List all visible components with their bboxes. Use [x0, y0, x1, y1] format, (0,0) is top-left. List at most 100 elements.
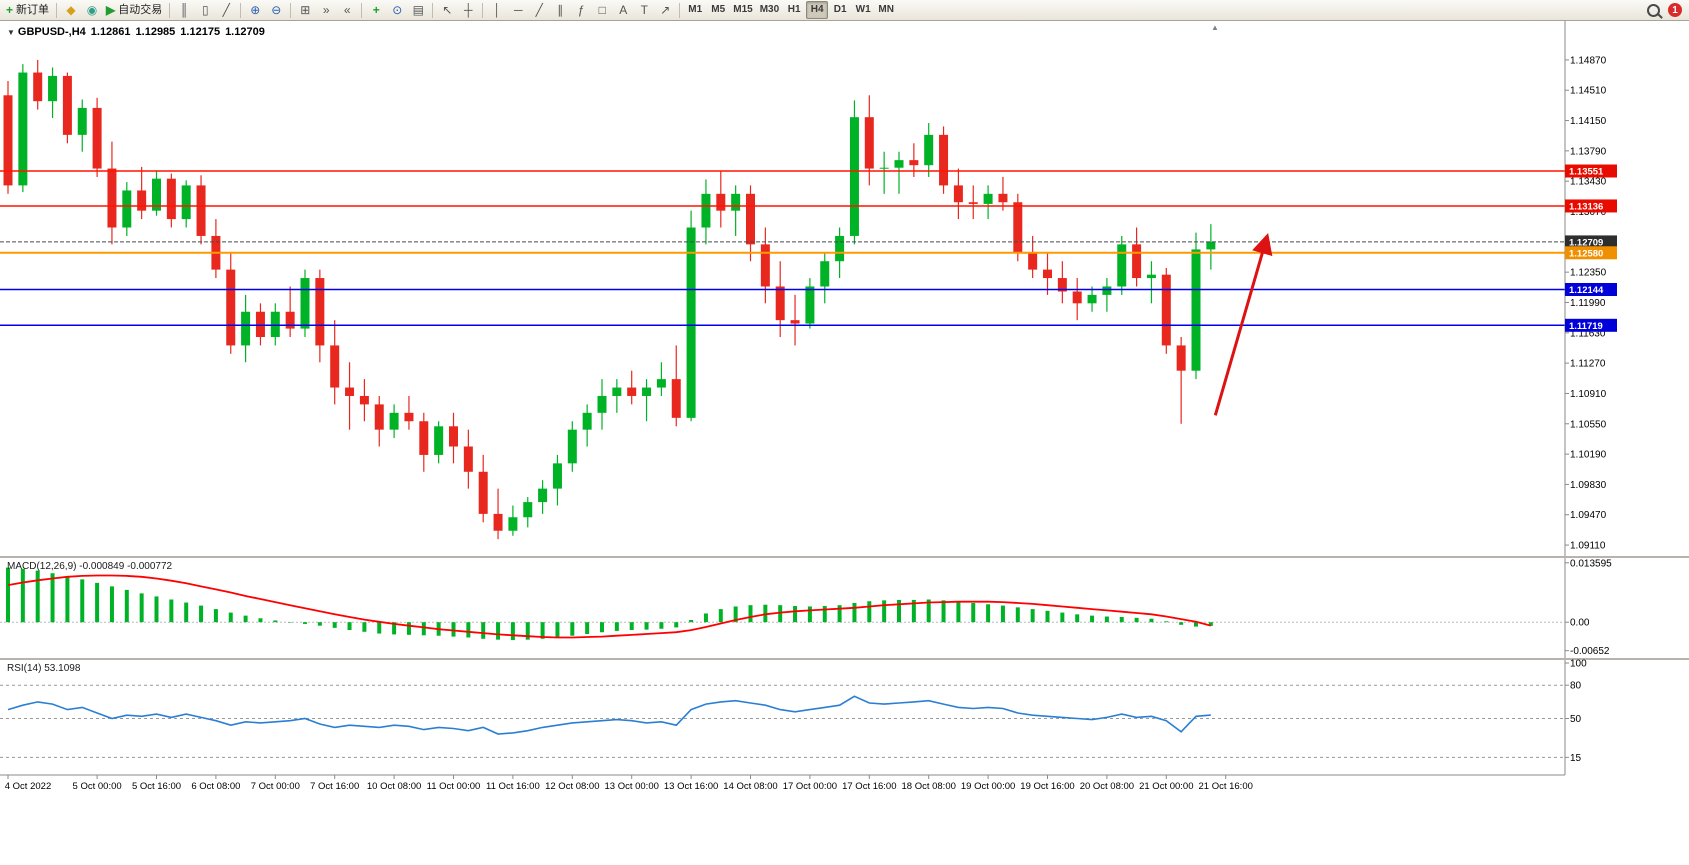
tile-windows-button[interactable]: ⊞ [295, 1, 315, 19]
periods-icon: ⊙ [392, 3, 403, 17]
chart-canvas[interactable]: 1.14870 1.14510 1.14150 1.13790 1.13430 1.130… [0, 20, 1689, 860]
candle [760, 244, 770, 287]
zoom-in-button[interactable]: ⊕ [245, 1, 265, 19]
auto-scroll-button[interactable]: » [316, 1, 336, 19]
svg-text:11 Oct 16:00: 11 Oct 16:00 [486, 781, 540, 792]
text-button[interactable]: A [613, 1, 633, 19]
candle [1102, 286, 1112, 295]
chart-shift-marker[interactable]: ▲ [1211, 23, 1219, 32]
svg-text:5 Oct 16:00: 5 Oct 16:00 [132, 781, 181, 792]
indicators-button[interactable]: + [366, 1, 386, 19]
candle [1206, 241, 1216, 250]
candle [478, 471, 488, 514]
cursor-icon: ↖ [442, 3, 453, 17]
candle [1072, 291, 1082, 304]
chart-menu-dropdown-icon[interactable]: ▼ [7, 28, 15, 37]
line-chart-button[interactable]: ╱ [216, 1, 236, 19]
horizontal-line-button[interactable]: ─ [508, 1, 528, 19]
timeframe-d1-button[interactable]: D1 [829, 1, 851, 19]
horizontal-line-icon: ─ [513, 3, 523, 17]
svg-text:1.13790: 1.13790 [1570, 146, 1607, 157]
candle [300, 278, 310, 329]
timeframe-w1-button[interactable]: W1 [852, 1, 874, 19]
svg-text:1.12580: 1.12580 [1569, 248, 1603, 259]
candle [33, 72, 43, 102]
candle [1013, 202, 1023, 253]
candle [701, 193, 711, 228]
candle [835, 235, 845, 262]
svg-text:0.00: 0.00 [1570, 618, 1590, 629]
vertical-line-icon: │ [493, 3, 502, 17]
cursor-button[interactable]: ↖ [437, 1, 457, 19]
ohlc-close: 1.12709 [225, 26, 265, 38]
svg-text:4 Oct 2022: 4 Oct 2022 [5, 781, 51, 792]
svg-text:1.11270: 1.11270 [1570, 359, 1606, 370]
zoom-out-button[interactable]: ⊖ [266, 1, 286, 19]
svg-text:1.14150: 1.14150 [1570, 116, 1607, 127]
shapes-button[interactable]: □ [592, 1, 612, 19]
notification-badge[interactable]: 1 [1668, 3, 1682, 17]
candle [62, 75, 72, 135]
timeframe-h1-button[interactable]: H1 [783, 1, 805, 19]
trend-arrow[interactable] [1213, 233, 1273, 416]
timeframe-h4-button[interactable]: H4 [806, 1, 829, 19]
candle [953, 185, 963, 203]
text-label-button[interactable]: T [634, 1, 654, 19]
ohlc-open: 1.12861 [90, 26, 131, 38]
svg-text:13 Oct 16:00: 13 Oct 16:00 [664, 781, 718, 792]
crosshair-button[interactable]: ┼ [458, 1, 478, 19]
new-order-button[interactable]: + 新订单 [3, 1, 52, 19]
candlestick-chart-button[interactable]: ▯ [195, 1, 215, 19]
svg-text:5 Oct 00:00: 5 Oct 00:00 [73, 781, 122, 792]
svg-text:1.10910: 1.10910 [1570, 389, 1607, 400]
news-icon: ◉ [86, 3, 98, 17]
candle [909, 160, 919, 166]
chart-window: 1.14870 1.14510 1.14150 1.13790 1.13430 1.130… [0, 20, 1689, 860]
rsi-label: RSI(14) [7, 663, 42, 674]
metaeditor-button[interactable]: ◆ [61, 1, 81, 19]
periods-button[interactable]: ⊙ [387, 1, 407, 19]
svg-text:1.09470: 1.09470 [1570, 510, 1607, 521]
price-badge-1.13551 [1565, 164, 1617, 178]
search-button[interactable] [1643, 1, 1663, 19]
candle [389, 412, 399, 430]
candle [419, 421, 429, 455]
svg-text:1.11990: 1.11990 [1570, 298, 1606, 309]
macd-histogram [6, 567, 1213, 641]
candle [746, 193, 755, 245]
hlines-layer[interactable] [0, 170, 1565, 327]
candle [137, 190, 147, 211]
panel-separator[interactable] [0, 658, 1689, 660]
candle [642, 387, 652, 396]
panel-separator[interactable] [0, 556, 1689, 558]
templates-button[interactable]: ▤ [408, 1, 428, 19]
candle [285, 311, 295, 329]
timeframe-m15-button[interactable]: M15 [730, 1, 755, 19]
timeframe-m1-button[interactable]: M1 [684, 1, 706, 19]
trendline-button[interactable]: ╱ [529, 1, 549, 19]
svg-text:17 Oct 00:00: 17 Oct 00:00 [783, 781, 837, 792]
timeframe-m30-button[interactable]: M30 [757, 1, 782, 19]
toolbar-separator [290, 2, 292, 18]
auto-scroll-icon: » [322, 3, 330, 17]
timeframe-m5-button[interactable]: M5 [707, 1, 729, 19]
candle [92, 107, 102, 169]
svg-text:1.10190: 1.10190 [1570, 450, 1607, 461]
svg-text:1.12350: 1.12350 [1570, 268, 1607, 279]
vertical-line-button[interactable]: │ [487, 1, 507, 19]
timeframe-mn-button[interactable]: MN [875, 1, 897, 19]
ohlc-high: 1.12985 [135, 26, 176, 38]
chart-shift-button[interactable]: « [337, 1, 357, 19]
arrows-button[interactable]: ↗ [655, 1, 675, 19]
candle [671, 379, 681, 418]
news-button[interactable]: ◉ [82, 1, 102, 19]
candle [775, 286, 785, 321]
autotrading-button[interactable]: ▶ 自动交易 [103, 1, 165, 19]
candle [18, 72, 28, 186]
toolbar-separator [679, 2, 681, 18]
svg-text:1.14510: 1.14510 [1570, 86, 1607, 97]
bar-chart-button[interactable]: ║ [174, 1, 194, 19]
channel-button[interactable]: ∥ [550, 1, 570, 19]
candle [181, 185, 191, 220]
fibonacci-button[interactable]: ƒ [571, 1, 591, 19]
